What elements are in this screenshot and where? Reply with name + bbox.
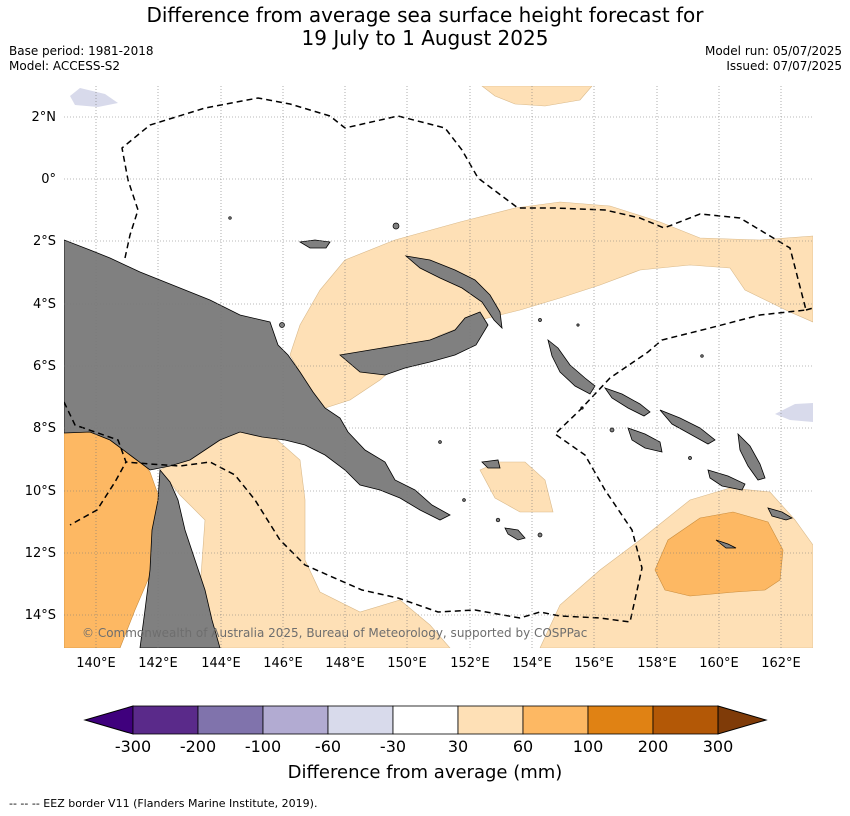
lat-tick-label: 2°S bbox=[33, 234, 56, 249]
lon-tick-label: 148°E bbox=[325, 656, 365, 671]
solomon-islands-santa-isabel bbox=[659, 409, 716, 445]
eez-png-north bbox=[121, 97, 807, 623]
lon-tick-label: 150°E bbox=[387, 656, 427, 671]
lon-tick-label: 160°E bbox=[699, 656, 739, 671]
small-islands bbox=[228, 216, 704, 538]
lat-tick-label: 8°S bbox=[33, 421, 56, 436]
lon-tick-label: 162°E bbox=[761, 656, 801, 671]
colorbar-tick-label: 200 bbox=[638, 737, 669, 756]
colorbar-arrow-high bbox=[717, 705, 768, 735]
colorbar bbox=[83, 705, 768, 735]
eez-footnote: -- -- -- EEZ border V11 (Flanders Marine… bbox=[9, 797, 318, 810]
model-name: Model: ACCESS-S2 bbox=[9, 59, 121, 73]
new-guinea-land bbox=[64, 239, 451, 521]
solomon-islands-guadalcanal bbox=[627, 427, 663, 453]
colorbar-segment bbox=[457, 705, 524, 735]
gridlines bbox=[64, 86, 813, 648]
lon-tick-label: 144°E bbox=[201, 656, 241, 671]
issued-date: Issued: 07/07/2025 bbox=[726, 59, 842, 73]
colorbar-tick-labels: -300 -200 -100 -60 -30 30 60 100 200 300 bbox=[115, 737, 733, 756]
colorbar-segment bbox=[132, 705, 199, 735]
lat-tick-label: 12°S bbox=[25, 546, 56, 561]
solomon-islands-choiseul bbox=[603, 387, 651, 417]
solomon-islands-makira bbox=[707, 469, 746, 491]
rennell-island bbox=[767, 507, 793, 521]
anomaly-region-30-60-north bbox=[481, 86, 593, 107]
manus-island bbox=[298, 239, 331, 249]
colorbar-tick-label: 60 bbox=[513, 737, 533, 756]
lon-tick-label: 154°E bbox=[512, 656, 552, 671]
lon-tick-label: 158°E bbox=[637, 656, 677, 671]
eez-australia-png bbox=[64, 401, 127, 526]
map-area: © Commonwealth of Australia 2025, Bureau… bbox=[64, 86, 813, 648]
lon-tick-label: 146°E bbox=[263, 656, 303, 671]
lat-tick-label: 2°N bbox=[32, 110, 57, 125]
base-period: Base period: 1981-2018 bbox=[9, 44, 154, 58]
lon-tick-label: 140°E bbox=[76, 656, 116, 671]
solomon-islands-malaita bbox=[737, 432, 766, 481]
right-metadata: Model run: 05/07/2025 Issued: 07/07/2025 bbox=[705, 44, 842, 74]
colorbar-arrow-low bbox=[83, 705, 134, 735]
colorbar-tick-label: -30 bbox=[380, 737, 406, 756]
anomaly-region-30-60-louisiade bbox=[479, 461, 554, 513]
anomaly-region-neg-30-60-east bbox=[775, 403, 813, 422]
bougainville-land bbox=[547, 338, 596, 395]
colorbar-tick-label: 300 bbox=[703, 737, 734, 756]
colorbar-segment bbox=[197, 705, 264, 735]
cape-york-land bbox=[139, 468, 221, 648]
title-line-1: Difference from average sea surface heig… bbox=[146, 3, 704, 27]
eez-borders bbox=[64, 97, 813, 623]
lon-tick-label: 142°E bbox=[138, 656, 178, 671]
coral-sea-island bbox=[715, 539, 737, 549]
anomaly-region-30-60-central bbox=[289, 201, 813, 409]
chart-title: Difference from average sea surface heig… bbox=[0, 4, 850, 50]
left-metadata: Base period: 1981-2018 Model: ACCESS-S2 bbox=[9, 44, 154, 74]
colorbar-tick-label: -60 bbox=[315, 737, 341, 756]
title-line-2: 19 July to 1 August 2025 bbox=[301, 26, 549, 50]
lat-tick-label: 6°S bbox=[33, 359, 56, 374]
louisiade-archipelago bbox=[504, 527, 526, 541]
d-entrecasteaux-islands bbox=[481, 459, 501, 469]
lat-tick-label: 10°S bbox=[25, 484, 56, 499]
lat-tick-label: 4°S bbox=[33, 297, 56, 312]
new-ireland-land bbox=[404, 255, 503, 330]
lat-tick-label: 14°S bbox=[25, 608, 56, 623]
latitude-labels: 2°N 0° 2°S 4°S 6°S 8°S 10°S 12°S 14°S bbox=[25, 110, 56, 623]
colorbar-tick-label: -100 bbox=[245, 737, 281, 756]
longitude-labels: 140°E 142°E 144°E 146°E 148°E 150°E 152°… bbox=[76, 656, 801, 671]
model-run: Model run: 05/07/2025 bbox=[704, 44, 842, 58]
colorbar-segment bbox=[262, 705, 329, 735]
colorbar-tick-label: 30 bbox=[448, 737, 468, 756]
colorbar-segment bbox=[392, 705, 459, 735]
colorbar-segment bbox=[652, 705, 719, 735]
copyright-notice: © Commonwealth of Australia 2025, Bureau… bbox=[82, 626, 587, 640]
colorbar-tick-label: -300 bbox=[115, 737, 151, 756]
anomaly-region-neg-30-60-north bbox=[70, 88, 118, 107]
eez-east-extension bbox=[805, 307, 813, 311]
colorbar-tick-label: 100 bbox=[573, 737, 604, 756]
lat-tick-label: 0° bbox=[41, 172, 56, 187]
lon-tick-label: 156°E bbox=[574, 656, 614, 671]
colorbar-segment bbox=[522, 705, 589, 735]
colorbar-tick-label: -200 bbox=[180, 737, 216, 756]
colorbar-segment bbox=[327, 705, 394, 735]
colorbar-segment bbox=[587, 705, 654, 735]
lon-tick-label: 152°E bbox=[450, 656, 490, 671]
new-britain-land bbox=[339, 311, 489, 376]
colorbar-label: Difference from average (mm) bbox=[288, 762, 563, 783]
